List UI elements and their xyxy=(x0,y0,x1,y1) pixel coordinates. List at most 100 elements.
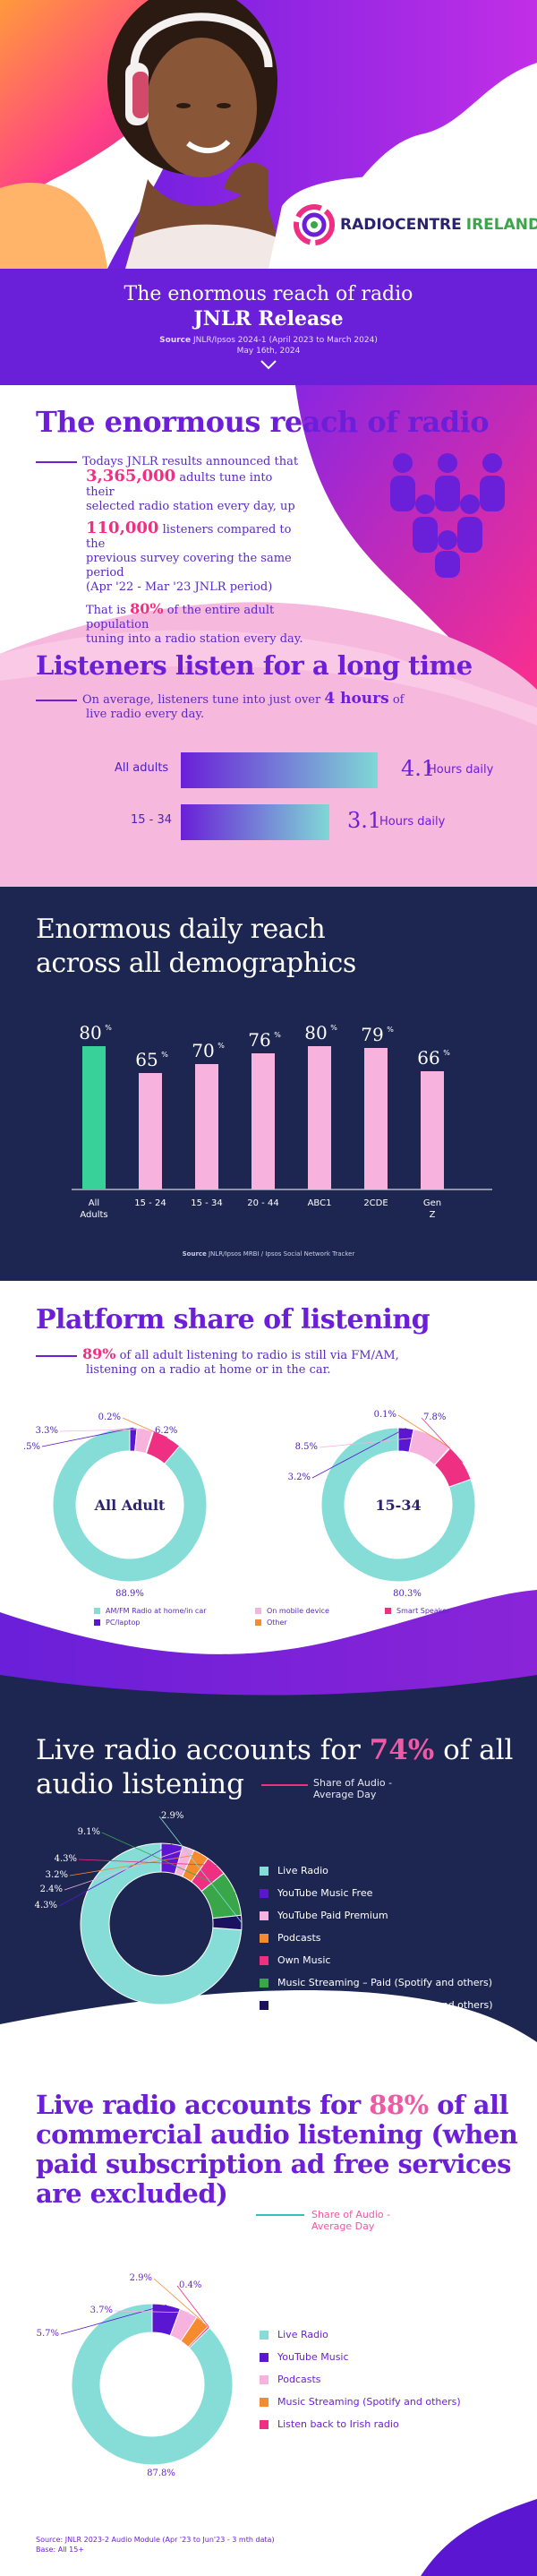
listen-intro1: On average, listeners tune into just ove… xyxy=(82,693,321,707)
legend-label: Other xyxy=(267,1619,287,1627)
legend-label: Listen back to Irish radio xyxy=(277,2418,399,2430)
bar-value-label: 80 xyxy=(304,1022,327,1043)
bar-category-label: Z xyxy=(430,1210,436,1220)
bar-category-label: All xyxy=(89,1198,99,1208)
bar-unit-label: % xyxy=(330,1024,337,1032)
hero-graphic xyxy=(0,0,537,269)
listen-intro3: live radio every day. xyxy=(86,708,205,721)
legend-item: On mobile device xyxy=(255,1607,385,1615)
donut-value-label: 3.2% xyxy=(288,1473,311,1482)
donut-value-label: 0.1% xyxy=(374,1410,396,1420)
donut-slice xyxy=(433,1447,472,1488)
bar-value-label: 66 xyxy=(417,1047,439,1069)
legend-swatch xyxy=(260,1978,268,1988)
donut-value-label: 2.4% xyxy=(40,1885,63,1894)
legend-label: AM/FM Radio at home/in car xyxy=(106,1607,207,1615)
platform-line2: listening on a radio at home or in the c… xyxy=(86,1363,331,1377)
donut-value-label: 2.9% xyxy=(130,2273,152,2283)
legend-label: On mobile device xyxy=(267,1607,329,1615)
divider xyxy=(261,1784,308,1786)
legend-label: Music Streaming – Paid (Spotify and othe… xyxy=(277,1977,493,1988)
legend-item: PC/laptop xyxy=(94,1619,255,1627)
listen-row-unit: Hours daily xyxy=(379,815,446,829)
divider xyxy=(36,699,77,701)
banner-source-label: Source xyxy=(159,336,192,345)
leader-line xyxy=(122,1417,154,1432)
listen-row-1534: 15 - 34 3.1 Hours daily xyxy=(0,801,537,842)
live88-heading-a: Live radio accounts for xyxy=(36,2090,361,2120)
donut-value-label: 6.2% xyxy=(155,1426,177,1436)
legend-item: Other xyxy=(255,1619,385,1627)
chevron-down-icon xyxy=(260,360,277,370)
live74-background xyxy=(0,1989,537,2051)
platform-donut-all-adult: 88.9% 1.5% 3.3% 0.2% 6.2% All Adult xyxy=(22,1413,208,1599)
leader-line xyxy=(153,2278,203,2323)
bar xyxy=(308,1046,331,1189)
live88-heading-b: of all xyxy=(437,2090,509,2120)
listen-row-all: All adults 4.1 Hours daily xyxy=(0,749,537,790)
legend-label: Live Radio xyxy=(277,2329,328,2340)
legend-item: YouTube Music xyxy=(260,2351,528,2363)
leader-line xyxy=(69,1853,201,1876)
live74-legend: Live Radio YouTube Music Free YouTube Paid… xyxy=(260,1865,528,2022)
legend-swatch xyxy=(260,2374,268,2384)
legend-label: PC/laptop xyxy=(106,1619,141,1627)
bar-unit-label: % xyxy=(105,1024,112,1032)
legend-label: Music Streaming (Spotify and others) xyxy=(277,2396,461,2408)
bar-category-label: 15 - 24 xyxy=(134,1198,166,1208)
reach-line1: Todays JNLR results announced that xyxy=(82,455,299,468)
leader-line xyxy=(58,1843,173,1907)
reach-section: The enormous reach of radio Todays JNLR … xyxy=(0,385,537,887)
listen-row-value: 4.1 xyxy=(401,756,436,781)
reach-heading: The enormous reach of radio xyxy=(36,405,490,439)
leader-line xyxy=(41,1427,134,1447)
reach-line4c: tuning into a radio station every day. xyxy=(86,632,303,646)
bar-category-label: 15 - 34 xyxy=(191,1198,222,1208)
live74-donut: 73.9% 4.3% 2.4% 3.2% 4.3% 9.1% 2.9% xyxy=(35,1811,243,2018)
leader-line xyxy=(319,1435,433,1448)
adults-number: 3,365,000 xyxy=(86,467,176,485)
legend-swatch xyxy=(260,1955,268,1965)
legend-swatch xyxy=(94,1619,100,1626)
bar-unit-label: % xyxy=(217,1042,225,1050)
population-pct: 80% xyxy=(130,600,164,617)
live88-base: Base: All 15+ xyxy=(36,2546,85,2554)
banner-source-text: JNLR/Ipsos 2024-1 (April 2023 to March 2… xyxy=(192,336,378,345)
donut-value-label: 9.1% xyxy=(78,1827,100,1837)
live88-note1: Share of Audio - xyxy=(311,2209,391,2220)
live88-heading-e: are excluded) xyxy=(36,2178,228,2209)
live88-heading-pct: 88% xyxy=(369,2090,429,2120)
legend-item: Live Radio xyxy=(260,2329,528,2340)
bar-value-label: 70 xyxy=(192,1040,214,1061)
live88-legend: Live Radio YouTube Music Podcasts Music Str… xyxy=(260,2329,528,2441)
legend-label: YouTube Paid Premium xyxy=(277,1910,388,1921)
live88-heading-c: commercial audio listening (when xyxy=(36,2119,518,2150)
bar-category-label: 20 - 44 xyxy=(247,1198,278,1208)
listen-row-label: 15 - 34 xyxy=(131,813,173,827)
donut-center-label: 15-34 xyxy=(375,1497,421,1514)
demographics-bar-chart: 80 % All Adults 65 % 15 - 24 70 % 15 - 34 76 % 20 - … xyxy=(72,1022,492,1220)
donut-value-label: 8.5% xyxy=(295,1442,318,1452)
legend-label: Smart Speaker xyxy=(396,1607,450,1615)
donut-slice xyxy=(212,1914,243,1931)
live74-note2: Average Day xyxy=(313,1789,377,1800)
demographics-source-text: JNLR/Ipsos MRBI / Ipsos Social Network T… xyxy=(209,1250,355,1258)
bar xyxy=(82,1046,106,1189)
leader-line xyxy=(78,1859,217,1866)
legend-item: Music Streaming – Free (Spotify and othe… xyxy=(260,1999,528,2011)
listeners-number: 110,000 xyxy=(86,519,159,537)
reach-line3c: (Apr '22 - Mar '23 JNLR period) xyxy=(86,580,273,594)
demographics-source-label: Source xyxy=(182,1250,207,1258)
live74-heading-pct: 74% xyxy=(369,1734,435,1766)
legend-item: Music Streaming (Spotify and others) xyxy=(260,2396,528,2408)
live74-heading-b: of all xyxy=(443,1734,514,1766)
live88-donut: 87.8% 5.7% 3.7% 2.9% 0.4% xyxy=(37,2273,234,2478)
bar-category-label: Adults xyxy=(80,1210,107,1220)
reach-line4a: That is xyxy=(86,604,126,617)
leader-line xyxy=(101,1832,236,1893)
legend-swatch xyxy=(260,2000,268,2010)
live88-heading-d: paid subscription ad free services xyxy=(36,2149,511,2179)
donut-slice xyxy=(71,2303,234,2466)
bar xyxy=(251,1053,275,1189)
donut-value-label: 0.2% xyxy=(98,1413,121,1422)
